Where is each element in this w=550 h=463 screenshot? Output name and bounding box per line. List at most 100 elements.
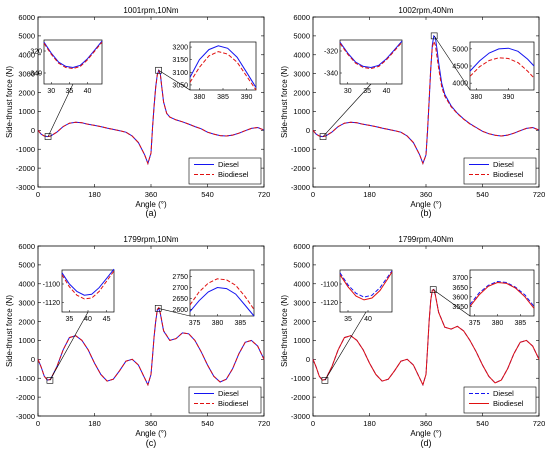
zoom-connector	[322, 83, 372, 137]
inset-y-tick-label: -320	[324, 49, 338, 56]
inset-series-biodiesel	[339, 41, 403, 70]
inset-y-tick-label: -1100	[43, 282, 60, 289]
x-tick-label: 720	[258, 419, 271, 428]
inset-x-tick-label: 380	[194, 94, 206, 101]
legend-label: Diesel	[218, 389, 239, 398]
inset-plot-2: 375 380 385 3700 3650 3600 3550	[429, 269, 535, 327]
y-tick-label: -1000	[291, 145, 310, 154]
inset-x-tick-label: 375	[469, 320, 481, 327]
inset-x-tick-label: 380	[212, 320, 224, 327]
x-tick-label: 180	[363, 190, 376, 199]
x-tick-label: 540	[201, 419, 214, 428]
y-tick-label: 0	[31, 126, 35, 135]
x-tick-label: 0	[311, 190, 315, 199]
inset-x-tick-label: 390	[503, 94, 515, 101]
zoom-connector	[324, 311, 367, 381]
inset-series-diesel	[189, 286, 255, 317]
x-tick-label: 540	[201, 190, 214, 199]
inset-x-tick-label: 385	[514, 320, 526, 327]
y-axis-label: Side-thrust force (N)	[5, 66, 14, 138]
legend-box	[463, 386, 537, 414]
inset-plot-1: 30 35 40 -320 -340	[319, 39, 403, 140]
zoom-marker	[46, 376, 54, 384]
x-tick-label: 720	[533, 190, 546, 199]
inset-y-tick-label: 3200	[172, 45, 188, 52]
chart-title: 1799rpm,10Nm	[123, 235, 178, 244]
x-tick-label: 360	[420, 419, 433, 428]
y-tick-label: 3000	[18, 298, 35, 307]
inset-frame	[189, 269, 255, 317]
y-tick-label: 0	[31, 355, 35, 364]
y-tick-label: 5000	[293, 261, 310, 270]
x-tick-label: 180	[363, 419, 376, 428]
inset-plot-2: 380 390 5000 4500 4000	[430, 32, 535, 101]
y-tick-label: 6000	[18, 242, 35, 251]
y-tick-label: 2000	[18, 317, 35, 326]
y-tick-label: 1000	[293, 336, 310, 345]
inset-series-biodiesel	[61, 270, 115, 300]
series-line-biodiesel	[37, 306, 265, 387]
inset-y-tick-label: -1100	[321, 282, 338, 289]
inset-x-tick-label: 40	[84, 88, 92, 95]
zoom-connector	[158, 70, 191, 91]
y-axis-label: Side-thrust force (N)	[5, 295, 14, 367]
zoom-marker	[44, 133, 52, 140]
legend-label: Diesel	[218, 160, 239, 169]
y-tick-label: 2000	[293, 88, 310, 97]
y-tick-label: -2000	[291, 393, 310, 402]
y-tick-label: 2000	[293, 317, 310, 326]
inset-y-tick-label: 4500	[452, 64, 468, 71]
inset-y-tick-label: 3700	[452, 275, 468, 282]
y-tick-label: -2000	[16, 393, 35, 402]
legend-label: Biodiesel	[218, 399, 249, 408]
inset-frame	[339, 39, 403, 85]
x-tick-label: 0	[36, 419, 40, 428]
y-tick-label: -1000	[16, 374, 35, 383]
inset-plot-2: 380 385 390 3200 3150 3100 3050	[155, 41, 257, 101]
inset-y-tick-label: -320	[28, 49, 42, 56]
x-axis-label: Angle (°)	[410, 200, 442, 209]
series-line-biodiesel	[312, 40, 540, 165]
inset-plot-1: 35 40 -1100 -1120	[321, 269, 393, 384]
zoom-marker	[429, 286, 437, 293]
series-line-biodiesel	[312, 288, 540, 387]
x-axis-label: Angle (°)	[135, 429, 167, 438]
x-tick-label: 0	[36, 190, 40, 199]
inset-y-tick-label: -1120	[43, 300, 60, 307]
inset-x-tick-label: 30	[47, 88, 55, 95]
y-tick-label: 4000	[293, 280, 310, 289]
zoom-marker	[154, 305, 162, 312]
inset-x-tick-label: 40	[84, 316, 92, 323]
y-tick-label: -3000	[16, 412, 35, 421]
series-line-biodiesel	[37, 69, 265, 166]
inset-y-tick-label: 3100	[172, 70, 188, 77]
chart-panel-3: 1799rpm,10Nm -3000 -2000 -1000 0 1000 2000 3000…	[5, 235, 270, 448]
x-tick-label: 180	[88, 190, 101, 199]
zoom-connector	[433, 35, 471, 91]
zoom-connector	[47, 83, 74, 137]
y-tick-label: -1000	[291, 374, 310, 383]
y-tick-label: -2000	[291, 164, 310, 173]
inset-x-tick-label: 30	[344, 88, 352, 95]
inset-x-tick-label: 35	[363, 88, 371, 95]
inset-y-tick-label: 3050	[172, 82, 188, 89]
inset-y-tick-label: 2600	[172, 307, 188, 314]
inset-frame	[43, 39, 103, 85]
x-tick-label: 360	[420, 190, 433, 199]
inset-x-tick-label: 385	[217, 94, 229, 101]
zoom-marker	[155, 66, 162, 74]
inset-y-tick-label: 3550	[452, 304, 468, 311]
inset-y-tick-label: 3600	[452, 294, 468, 301]
inset-x-tick-label: 35	[344, 316, 352, 323]
inset-series-biodiesel	[339, 271, 393, 301]
y-tick-label: 1000	[18, 107, 35, 116]
inset-x-tick-label: 40	[383, 88, 391, 95]
inset-y-tick-label: 2700	[172, 285, 188, 292]
inset-x-tick-label: 40	[364, 316, 372, 323]
y-axis-label: Side-thrust force (N)	[280, 66, 289, 138]
inset-y-tick-label: 3150	[172, 57, 188, 64]
inset-y-tick-label: 2750	[172, 274, 188, 281]
